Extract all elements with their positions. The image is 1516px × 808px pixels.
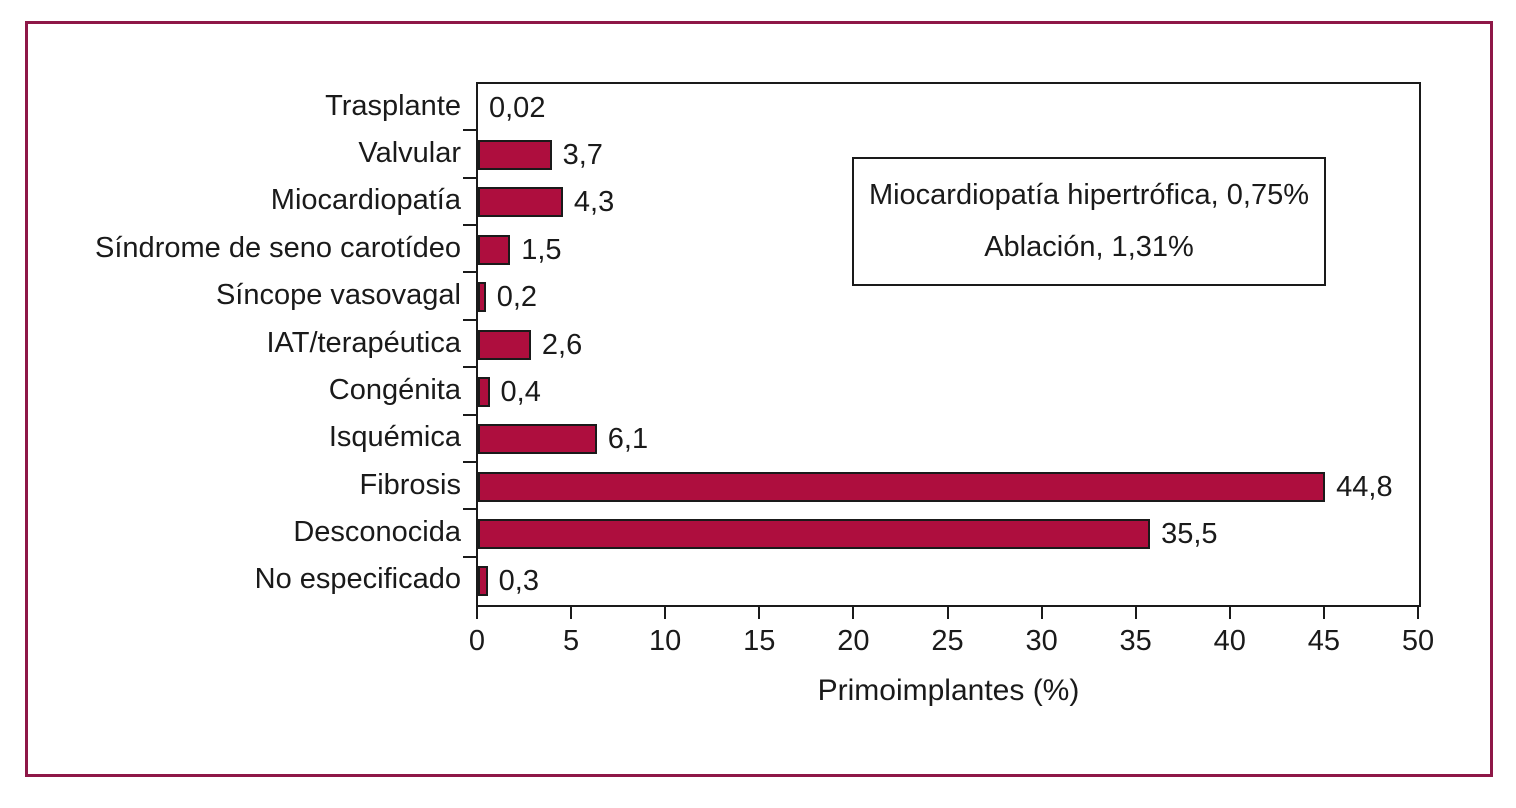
x-axis-tick: [1040, 605, 1043, 619]
bar-isqu-mica: [478, 424, 597, 455]
value-label: 1,5: [521, 233, 562, 266]
x-tick-label: 15: [743, 625, 776, 657]
bar-desconocida: [478, 518, 1151, 549]
category-label: Miocardiopatía: [270, 184, 461, 217]
x-axis-tick: [852, 605, 855, 619]
x-axis-tick: [1417, 605, 1419, 619]
bar-fibrosis: [478, 471, 1326, 502]
value-label: 44,8: [1336, 470, 1393, 503]
x-axis-tick: [1228, 605, 1231, 619]
x-tick-label: 10: [649, 625, 682, 657]
y-axis-tick: [463, 224, 476, 227]
x-tick-label: 50: [1401, 625, 1435, 657]
x-tick-label: 0: [468, 625, 486, 657]
x-tick-label: 20: [837, 625, 870, 657]
value-label: 4,3: [573, 186, 615, 219]
y-axis-tick: [463, 129, 476, 132]
bar-s-ndrome-de-seno-carot-deo: [478, 234, 511, 265]
x-axis-tick: [1134, 605, 1137, 619]
x-tick-label: 35: [1119, 625, 1152, 657]
bar-iat-terap-utica: [478, 329, 531, 360]
y-axis-tick: [463, 555, 476, 558]
y-axis-tick: [463, 176, 476, 179]
category-label: Valvular: [358, 137, 461, 170]
category-label: Congénita: [328, 373, 461, 406]
category-label: IAT/terapéutica: [266, 326, 461, 359]
x-tick-label: 40: [1213, 625, 1246, 657]
value-label: 0,3: [498, 565, 539, 598]
value-label: 2,6: [541, 328, 583, 361]
x-tick-label: 25: [931, 625, 964, 657]
bar-cong-nita: [478, 376, 490, 407]
category-label: Desconocida: [293, 515, 461, 548]
x-tick-label: 45: [1307, 625, 1341, 657]
x-axis-tick: [758, 605, 761, 619]
x-tick-label: 5: [563, 625, 580, 657]
category-label: Isquémica: [328, 421, 461, 454]
value-label: 3,7: [562, 139, 603, 172]
value-label: 0,02: [489, 91, 546, 124]
y-axis-tick: [463, 460, 476, 463]
category-label: Síncope vasovagal: [215, 279, 461, 312]
x-axis-tick: [570, 605, 573, 619]
x-axis-tick: [664, 605, 667, 619]
annotation-box: Miocardiopatía hipertrófica, 0,75% Ablac…: [852, 157, 1326, 286]
category-label: No especificado: [254, 563, 461, 596]
annotation-line-ablation: Ablación, 1,31%: [984, 231, 1194, 264]
value-label: 6,1: [607, 423, 649, 456]
x-axis-tick: [1322, 605, 1325, 619]
value-label: 0,2: [496, 281, 538, 314]
value-label: 35,5: [1161, 517, 1218, 550]
category-label: Trasplante: [325, 89, 461, 122]
bar-s-ncope-vasovagal: [478, 282, 486, 313]
figure-frame: 0,02 3,7 4,3 1,5 0,2 2,6 0,4 6,1 44,8 35,5 0,3 Tra…: [25, 21, 1493, 777]
x-axis-title: Primoimplantes (%): [817, 674, 1080, 707]
bar-valvular: [478, 140, 552, 171]
y-axis-tick: [463, 413, 476, 416]
y-axis-tick: [463, 271, 476, 274]
category-label: Síndrome de seno carotídeo: [95, 231, 461, 264]
x-axis-tick: [476, 605, 478, 619]
y-axis-tick: [463, 318, 476, 321]
category-label: Fibrosis: [359, 468, 461, 501]
bar-no-especificado: [478, 566, 488, 597]
y-axis-tick: [463, 508, 476, 511]
y-axis-tick: [463, 366, 476, 369]
x-axis-tick: [946, 605, 949, 619]
value-label: 0,4: [500, 375, 541, 408]
annotation-line-hypertrophic: Miocardiopatía hipertrófica, 0,75%: [868, 178, 1310, 211]
bar-miocardiopat-a: [478, 187, 563, 218]
x-tick-label: 30: [1025, 625, 1058, 657]
